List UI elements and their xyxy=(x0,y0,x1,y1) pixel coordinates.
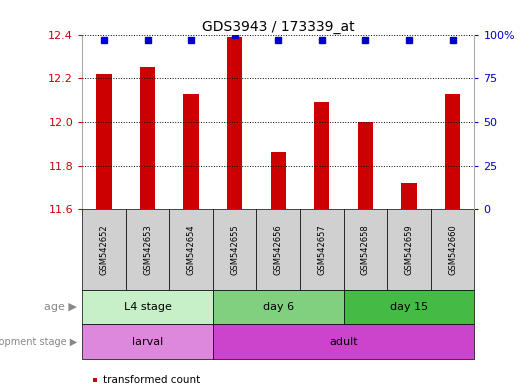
Text: age ▶: age ▶ xyxy=(44,302,77,312)
Bar xyxy=(401,183,417,209)
FancyBboxPatch shape xyxy=(213,290,343,324)
FancyBboxPatch shape xyxy=(213,209,257,290)
Bar xyxy=(314,102,330,209)
Text: GSM542653: GSM542653 xyxy=(143,224,152,275)
Bar xyxy=(271,152,286,209)
Text: GSM542656: GSM542656 xyxy=(274,224,282,275)
Text: GSM542660: GSM542660 xyxy=(448,224,457,275)
FancyBboxPatch shape xyxy=(300,209,343,290)
Text: day 15: day 15 xyxy=(390,302,428,312)
Text: adult: adult xyxy=(329,337,358,347)
FancyBboxPatch shape xyxy=(126,209,169,290)
FancyBboxPatch shape xyxy=(169,209,213,290)
FancyBboxPatch shape xyxy=(82,209,126,290)
Text: GSM542657: GSM542657 xyxy=(317,224,326,275)
FancyBboxPatch shape xyxy=(387,209,431,290)
FancyBboxPatch shape xyxy=(343,209,387,290)
FancyBboxPatch shape xyxy=(257,209,300,290)
FancyBboxPatch shape xyxy=(343,290,474,324)
Text: transformed count: transformed count xyxy=(103,375,200,384)
Text: day 6: day 6 xyxy=(263,302,294,312)
Title: GDS3943 / 173339_at: GDS3943 / 173339_at xyxy=(202,20,355,33)
Text: GSM542652: GSM542652 xyxy=(100,224,109,275)
Bar xyxy=(140,67,155,209)
Bar xyxy=(227,37,242,209)
FancyBboxPatch shape xyxy=(431,209,474,290)
Bar xyxy=(358,122,373,209)
Text: larval: larval xyxy=(132,337,163,347)
FancyBboxPatch shape xyxy=(82,324,213,359)
FancyBboxPatch shape xyxy=(213,324,474,359)
Bar xyxy=(183,94,199,209)
Text: GSM542654: GSM542654 xyxy=(187,224,196,275)
Text: L4 stage: L4 stage xyxy=(123,302,171,312)
FancyBboxPatch shape xyxy=(82,290,213,324)
Text: development stage ▶: development stage ▶ xyxy=(0,337,77,347)
Text: GSM542655: GSM542655 xyxy=(230,224,239,275)
Bar xyxy=(96,74,111,209)
Bar xyxy=(445,94,460,209)
Text: GSM542659: GSM542659 xyxy=(404,224,413,275)
Text: GSM542658: GSM542658 xyxy=(361,224,370,275)
